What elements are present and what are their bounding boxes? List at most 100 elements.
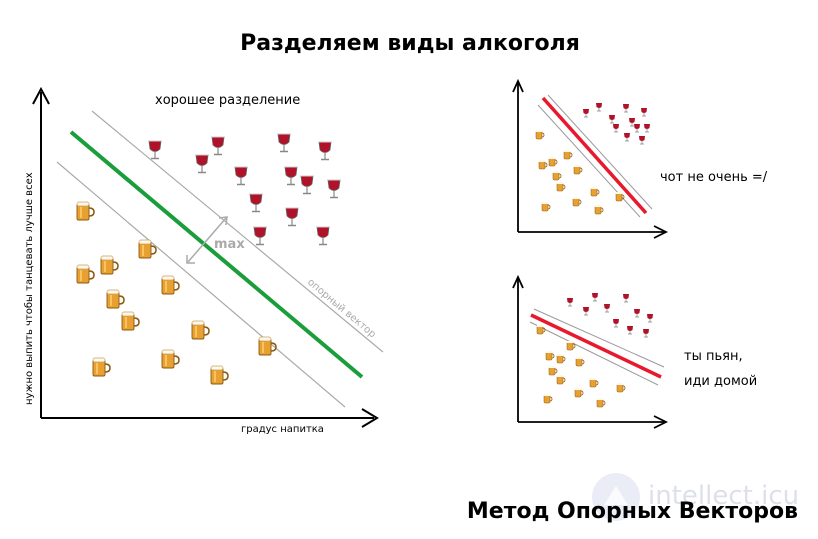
wine-glass-icon [595, 102, 603, 112]
beer-mug-icon [572, 196, 582, 207]
beer-mug-icon [589, 377, 599, 388]
support-vector-label: опорный вектор [305, 277, 378, 340]
watermark: intellect.icu [592, 473, 799, 521]
x-axis-arrow-icon [653, 415, 669, 429]
wine-glass-icon [612, 318, 620, 328]
wine-glass-icon [643, 123, 651, 133]
plot-not-great [512, 78, 669, 239]
wine-glass-icon [622, 103, 630, 113]
beer-mug-icon [573, 164, 583, 175]
margin-label: max [214, 237, 245, 252]
wine-glass-icon [622, 293, 630, 303]
wine-glass-icon [638, 135, 646, 145]
beer-mug-icon [548, 365, 558, 376]
wine-glass-icon [253, 226, 267, 246]
support-line-upper [547, 94, 653, 210]
beer-mug-icon [566, 340, 576, 351]
beer-mug-icon [616, 382, 626, 393]
beer-mug-icon [76, 201, 95, 221]
watermark-logo-icon [592, 473, 640, 521]
wine-glass-icon [318, 141, 332, 161]
wine-glass-icon [284, 166, 298, 186]
beer-mug-icon [556, 181, 566, 192]
wine-glass-icon [300, 175, 314, 195]
y-axis-arrow-icon [32, 86, 50, 105]
caption-drunk-line2: иди домой [684, 374, 757, 389]
x-axis-arrow-icon [361, 408, 379, 428]
wine-glass-icon [608, 114, 616, 124]
beer-mug-icon [191, 320, 210, 340]
wine-glass-icon [646, 313, 654, 323]
separating-line [69, 130, 364, 379]
wine-glass-icon [626, 325, 634, 335]
x-axis-label: градус напитка [241, 424, 324, 435]
beer-mug-icon [615, 191, 625, 202]
wine-glass-icon [642, 328, 650, 338]
caption-not-great: чот не очень =/ [660, 170, 768, 185]
beer-mug-icon [575, 356, 585, 367]
good-separation-label: хорошее разделение [155, 93, 300, 108]
beer-mug-icon [536, 324, 546, 335]
wine-glass-icon [234, 166, 248, 186]
beer-mug-icon [76, 264, 95, 284]
beer-mug-icon [596, 397, 606, 408]
support-line-lower [537, 104, 641, 218]
y-axis-arrow-icon [512, 274, 524, 289]
beer-mug-icon [106, 289, 125, 309]
beer-mug-icon [538, 159, 548, 170]
beer-mug-icon [92, 357, 111, 377]
y-axis-arrow-icon [512, 78, 524, 93]
beer-mug-icon [161, 349, 180, 369]
wine-glass-icon [633, 308, 641, 318]
wine-glass-icon [628, 117, 636, 127]
page-title: Разделяем виды алкоголя [240, 31, 580, 56]
caption-drunk-line1: ты пьян, [684, 349, 743, 364]
beer-mug-icon [552, 170, 562, 181]
wine-glass-icon [582, 306, 590, 316]
wine-glass-icon [327, 179, 341, 199]
watermark-text: intellect.icu [648, 481, 799, 511]
beer-mug-icon [121, 311, 140, 331]
wine-glass-icon [640, 107, 648, 117]
separating-line [530, 313, 662, 379]
main-plot: max опорный вектор хорошее разделение гр… [24, 86, 384, 435]
beer-mug-icon [545, 350, 555, 361]
wine-glass-icon [277, 133, 291, 153]
beer-mug-icon [541, 201, 551, 212]
beer-mug-icon [594, 204, 604, 215]
wine-glass-icon [566, 297, 574, 307]
x-axis-arrow-icon [653, 225, 669, 239]
wine-glass-icon [612, 123, 620, 133]
wine-glass-icon [623, 132, 631, 142]
beer-mug-icon [138, 239, 157, 259]
plot-drunk [512, 274, 669, 429]
beer-mug-icon [556, 353, 566, 364]
beer-mug-icon [161, 275, 180, 295]
beer-mug-icon [100, 255, 119, 275]
beer-mug-icon [590, 186, 600, 197]
support-line-lower [529, 321, 659, 386]
wine-glass-icon [211, 136, 225, 156]
support-line-lower [56, 161, 346, 408]
beer-mug-icon [535, 129, 545, 140]
separating-line [541, 96, 648, 215]
beer-mug-icon [574, 387, 584, 398]
support-line-upper [533, 308, 665, 368]
beer-mug-icon [556, 374, 566, 385]
wine-glass-icon [285, 207, 299, 227]
wine-glass-icon [316, 226, 330, 246]
support-line-upper [91, 110, 384, 353]
beer-mug-icon [563, 149, 573, 160]
beer-mug-icon [548, 156, 558, 167]
footer-title: Метод Опорных Векторов [467, 499, 798, 524]
margin-arrow [186, 216, 228, 264]
beer-mug-icon [543, 393, 553, 404]
wine-glass-icon [148, 140, 162, 160]
wine-glass-icon [603, 303, 611, 313]
wine-glass-icon [195, 154, 209, 174]
wine-glass-icon [249, 193, 263, 213]
beer-mug-icon [210, 365, 229, 385]
wine-glass-icon [591, 292, 599, 302]
wine-glass-icon [582, 108, 590, 118]
